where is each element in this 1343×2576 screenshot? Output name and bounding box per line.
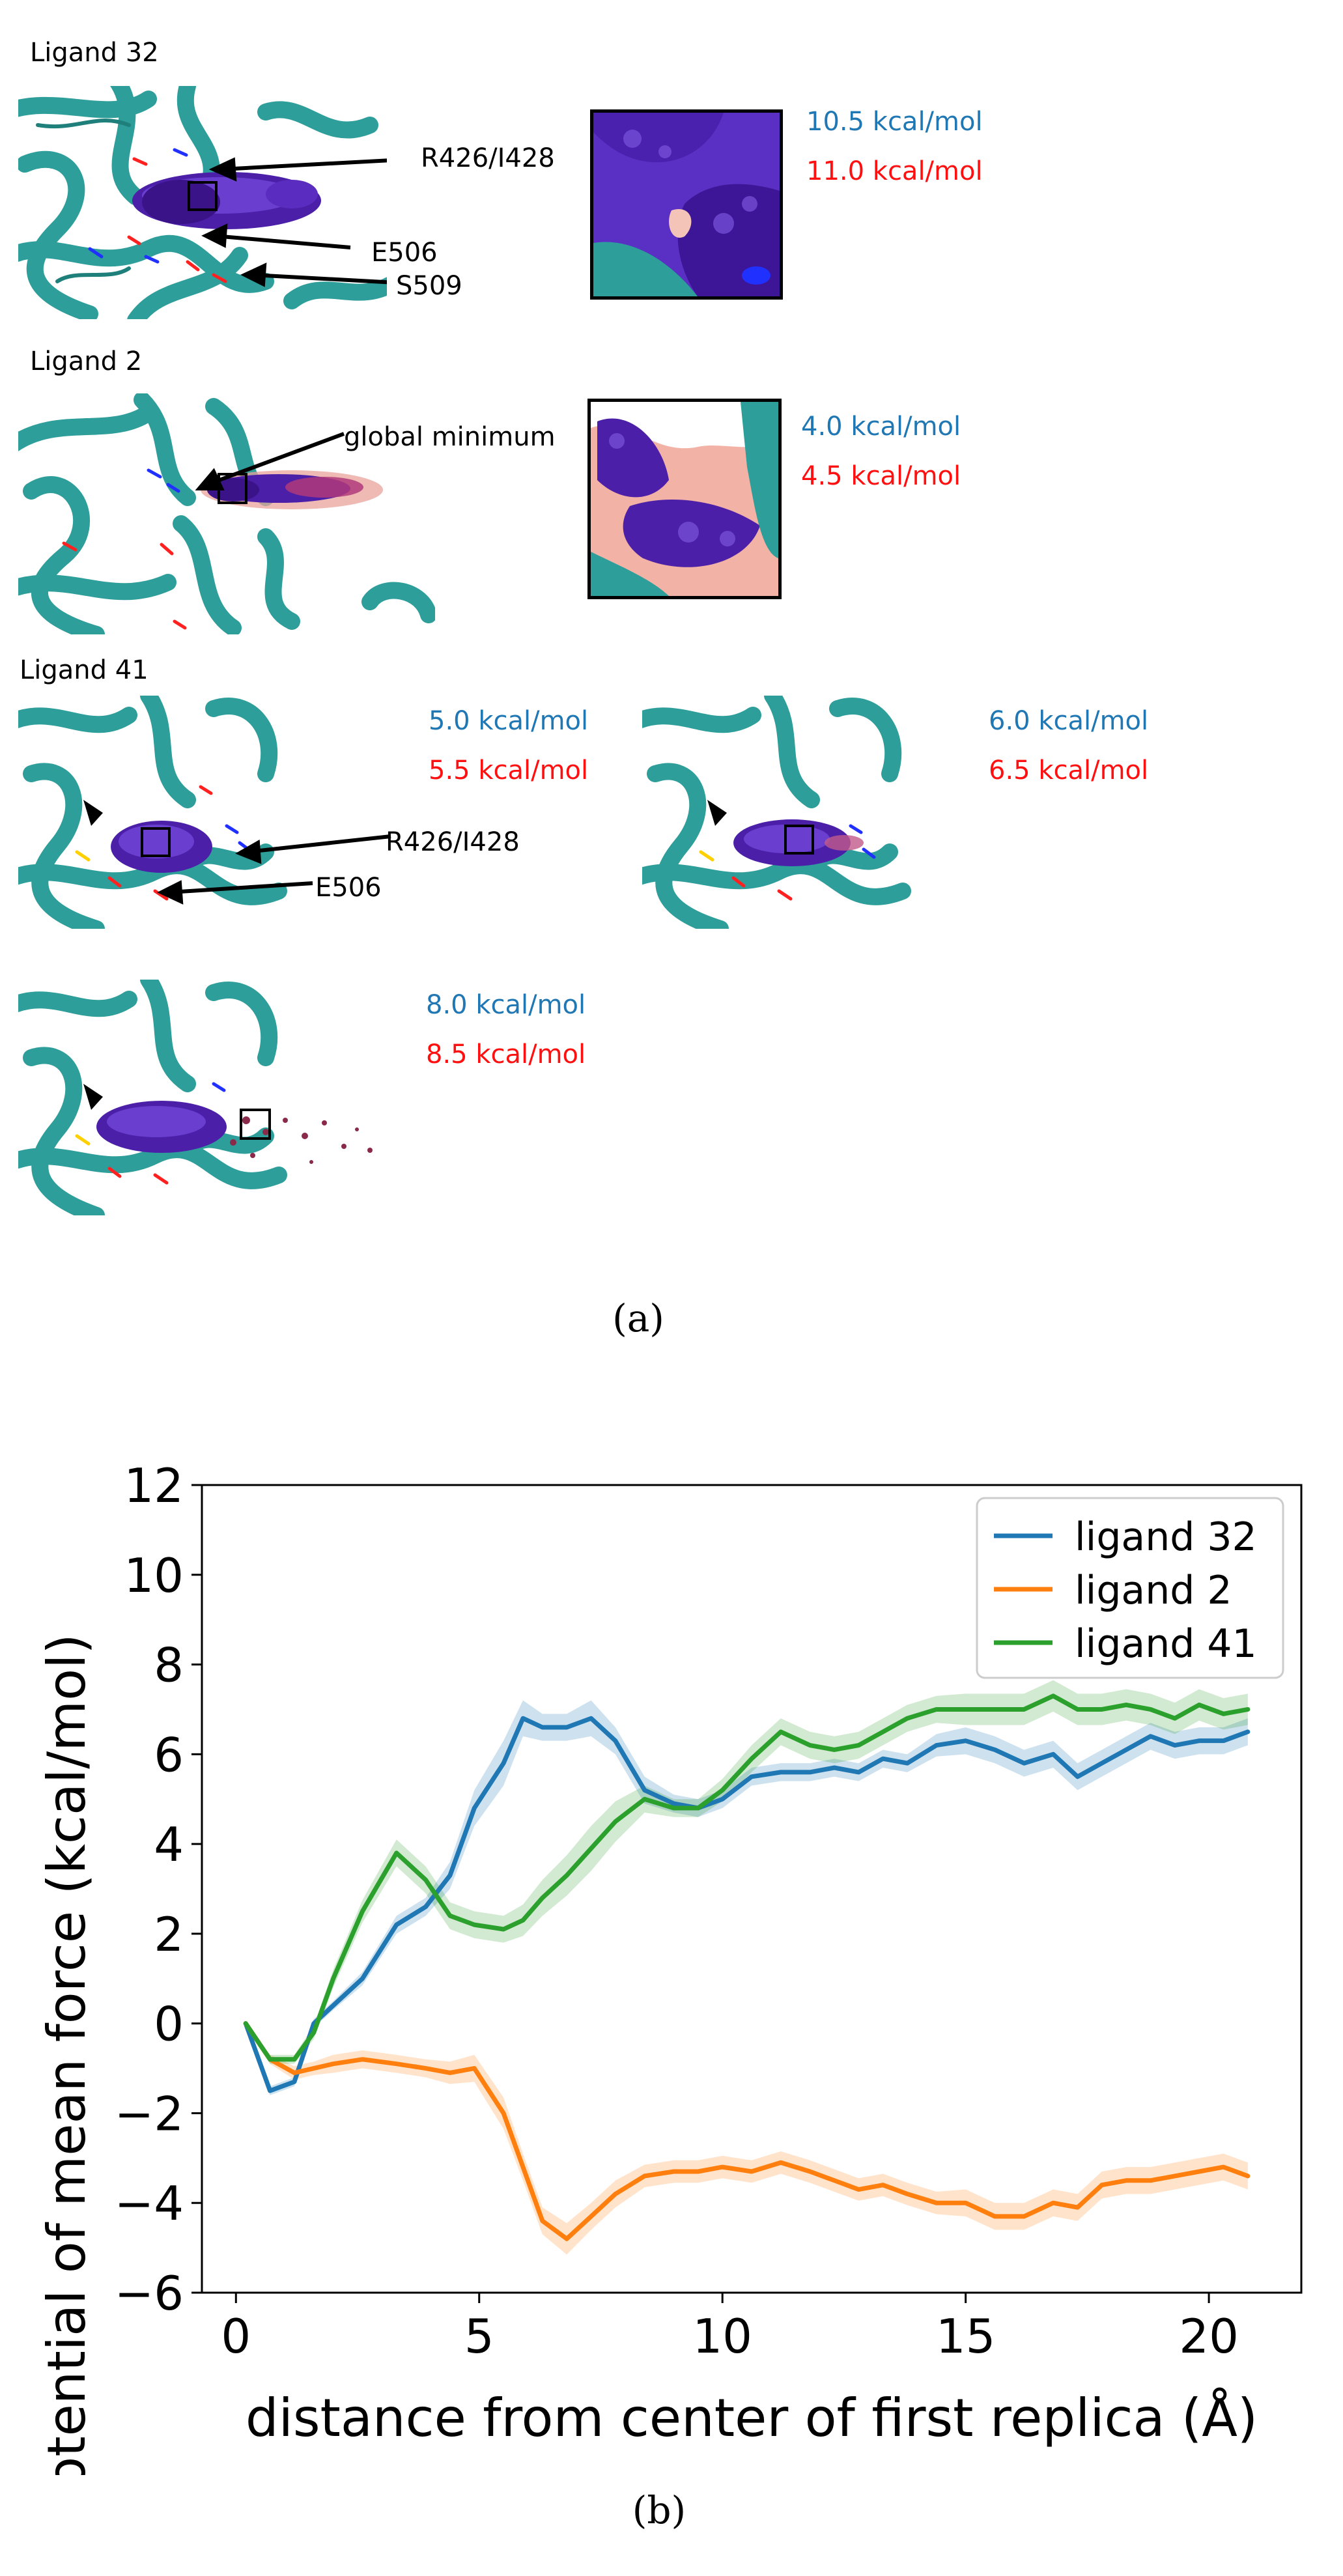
annotation-r426-i428-41: R426/I428: [386, 827, 520, 857]
x-axis-label: distance from center of first replica (Å…: [246, 2387, 1258, 2448]
ligand-32-zoom-inset: [590, 109, 783, 300]
y-tick-label: 10: [124, 1548, 184, 1603]
ligand-41-title: Ligand 41: [20, 655, 148, 685]
legend: ligand 32 ligand 2 ligand 41: [976, 1497, 1284, 1679]
ligand-32-title: Ligand 32: [30, 38, 159, 68]
ligand-41-snap2-energy-red: 6.5 kcal/mol: [989, 756, 1149, 786]
ligand-32-energy-red: 11.0 kcal/mol: [806, 156, 983, 186]
legend-label: ligand 2: [1075, 1568, 1232, 1613]
x-tick-label: 10: [692, 2309, 752, 2364]
ligand-2-zoom-inset: [587, 399, 782, 599]
series-lines: [243, 1693, 1251, 2241]
ligand-41-arrows: [157, 834, 391, 905]
line-ligand-41: [243, 1693, 1251, 2062]
pmf-chart: 0 5 10 15 20 −6 −4 −2 0 2 4 6 8 10 12 distance from c…: [36, 1458, 1303, 2475]
ligand-32-energy-blue: 10.5 kcal/mol: [806, 107, 983, 137]
panel-b-caption: (b): [632, 2488, 686, 2532]
x-tick-label: 15: [936, 2309, 996, 2364]
ligand-41-snap2-energy-blue: 6.0 kcal/mol: [989, 706, 1149, 736]
y-tick-label: 4: [154, 1817, 184, 1872]
y-tick-label: 6: [154, 1727, 184, 1782]
y-tick-label: 8: [154, 1638, 184, 1693]
y-tick-label: 12: [124, 1458, 184, 1513]
ligand-41-snap3-energy-red: 8.5 kcal/mol: [426, 1040, 586, 1069]
band-ligand-2: [246, 2023, 1248, 2255]
ligand-2-render: [18, 393, 435, 634]
ligand-41-snap3-energy-blue: 8.0 kcal/mol: [426, 990, 586, 1020]
y-tick-label: −4: [115, 2176, 184, 2231]
ligand-2-energy-blue: 4.0 kcal/mol: [801, 412, 961, 442]
line-ligand-2: [243, 2021, 1251, 2241]
ligand-41-snap1-energy-red: 5.5 kcal/mol: [429, 756, 589, 786]
y-tick-label: −2: [115, 2086, 184, 2141]
x-tick-label: 20: [1179, 2309, 1239, 2364]
ligand-41-render-3: [18, 980, 396, 1215]
ligand-41-render-2: [642, 696, 916, 929]
ligand-32-render: [18, 86, 387, 319]
legend-label: ligand 41: [1075, 1621, 1257, 1667]
legend-label: ligand 32: [1075, 1514, 1257, 1560]
annotation-e506-41: E506: [315, 873, 382, 903]
y-tick-label: 2: [154, 1907, 184, 1962]
ligand-2-energy-red: 4.5 kcal/mol: [801, 461, 961, 491]
annotation-s509: S509: [396, 271, 462, 301]
line-ligand-32: [243, 1716, 1251, 2093]
y-tick-label: −6: [115, 2266, 184, 2321]
x-tick-label: 0: [221, 2309, 251, 2364]
y-axis-ticks: −6 −4 −2 0 2 4 6 8 10 12: [115, 1458, 202, 2321]
annotation-r426-i428: R426/I428: [421, 143, 555, 173]
ligand-41-snap1-energy-blue: 5.0 kcal/mol: [429, 706, 589, 736]
ligand-41-render-1: [18, 696, 292, 929]
panel-a-caption: (a): [612, 1296, 664, 1340]
plot-frame: [201, 1484, 1303, 2294]
annotation-global-minimum: global minimum: [344, 422, 556, 452]
ligand-2-title: Ligand 2: [30, 347, 143, 376]
annotation-e506: E506: [371, 238, 438, 268]
y-tick-label: 0: [154, 1997, 184, 2052]
x-tick-label: 5: [464, 2309, 494, 2364]
y-axis-label: potential of mean force (kcal/mol): [36, 1634, 97, 2475]
legend-box: [976, 1497, 1284, 1679]
band-ligand-41: [246, 1680, 1248, 2064]
x-axis-ticks: 0 5 10 15 20: [221, 2293, 1239, 2364]
